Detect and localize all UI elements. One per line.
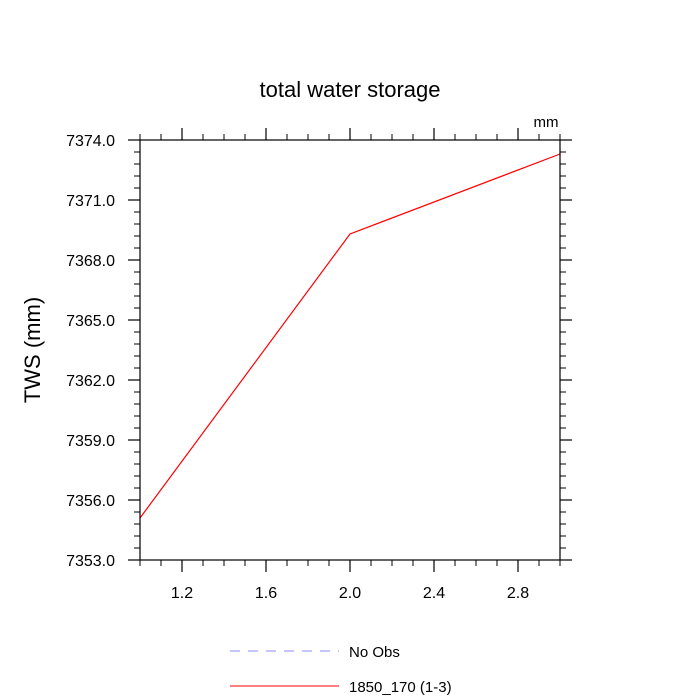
y-tick-label: 7368.0 [66,253,115,270]
y-tick-label: 7353.0 [66,553,115,570]
y-tick-label: 7362.0 [66,373,115,390]
series-lines [139,153,561,519]
y-tick-label: 7371.0 [66,193,115,210]
legend-label: 1850_170 (1-3) [349,679,452,696]
x-tick-label: 2.8 [507,585,529,602]
x-tick-label: 2.0 [339,585,361,602]
tick-labels: 1.2 1.6 2.0 2.4 2.8 7353.0 7356.0 7359.0 7362.0 7… [66,133,529,602]
y-tick-label: 7365.0 [66,313,115,330]
minor-ticks [134,134,566,566]
plot-frame [139,139,561,561]
y-axis-label: TWS (mm) [20,297,45,403]
x-tick-label: 1.2 [171,585,193,602]
chart-title: total water storage [260,77,441,102]
x-tick-label: 2.4 [423,585,445,602]
y-tick-label: 7374.0 [66,133,115,150]
legend-label: No Obs [349,644,400,661]
series-line [139,153,561,519]
legend: No Obs 1850_170 (1-3) [230,644,452,696]
major-ticks [128,128,572,572]
y-tick-label: 7359.0 [66,433,115,450]
units-label: mm [534,114,559,131]
x-tick-label: 1.6 [255,585,277,602]
y-tick-label: 7356.0 [66,493,115,510]
